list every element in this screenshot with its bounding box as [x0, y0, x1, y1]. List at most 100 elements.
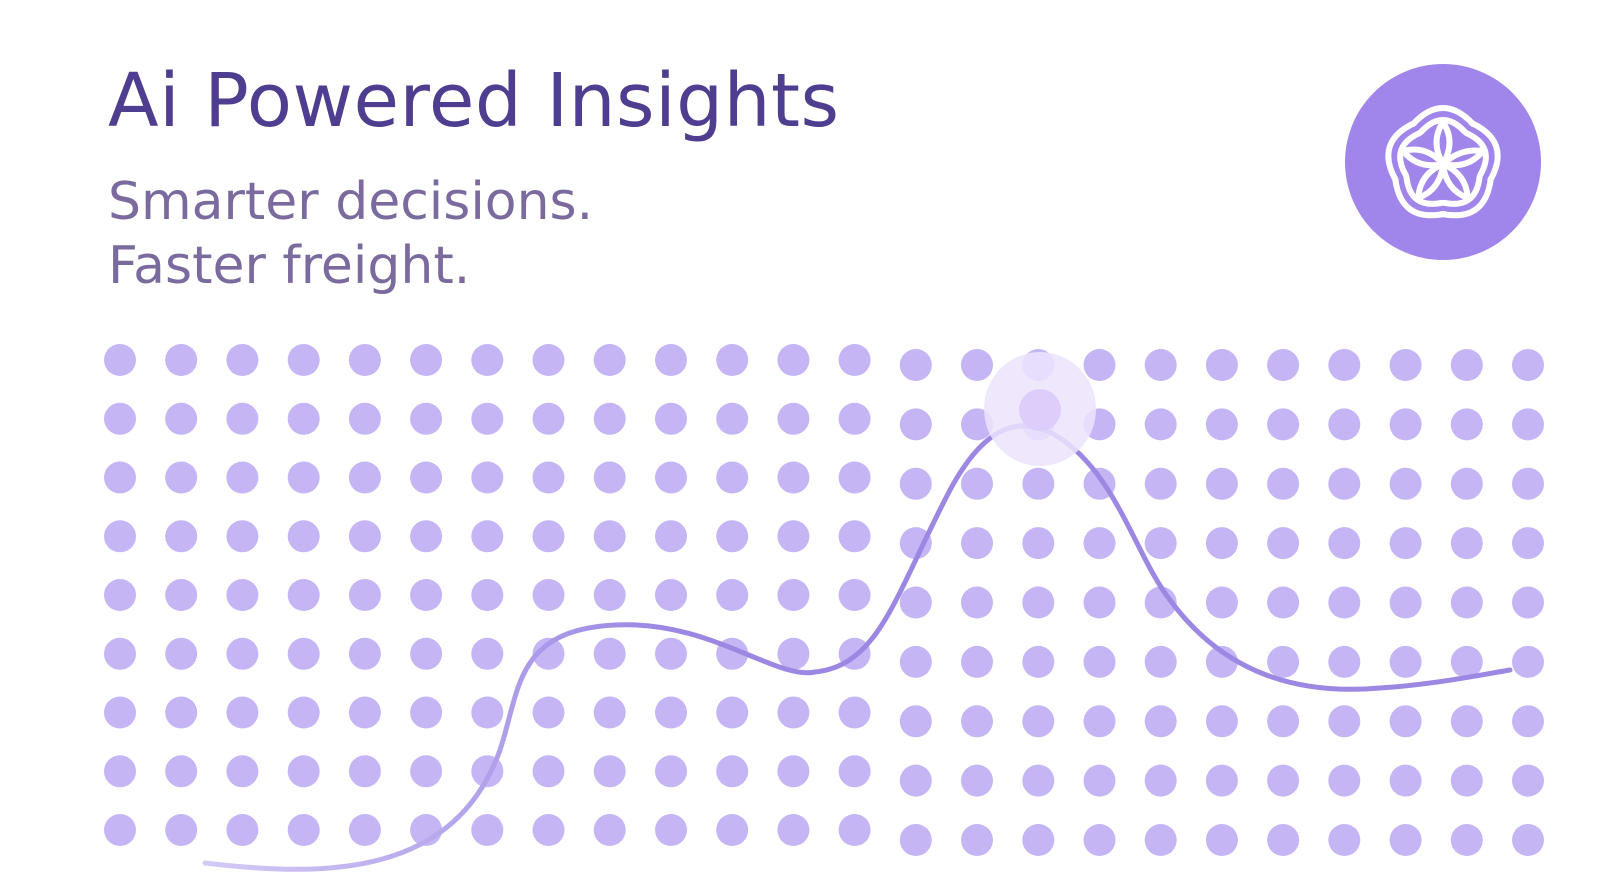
grid-dot: [410, 520, 443, 553]
grid-dot: [838, 755, 871, 788]
grid-dot: [777, 814, 810, 846]
grid-dot: [899, 764, 932, 797]
grid-dot: [899, 349, 932, 381]
grid-dot: [1450, 408, 1483, 441]
grid-dot: [348, 461, 381, 494]
grid-dot: [165, 637, 198, 670]
dot-grid: [104, 344, 1544, 856]
insights-visualization: [104, 344, 1544, 872]
grid-dot: [899, 527, 932, 560]
grid-dot: [287, 461, 320, 494]
grid-dot: [1450, 349, 1483, 381]
grid-dot: [1450, 824, 1483, 856]
grid-dot: [655, 814, 687, 846]
grid-dot: [716, 520, 749, 553]
grid-dot: [1022, 764, 1055, 797]
grid-dot: [1205, 408, 1238, 441]
grid-dot: [1267, 408, 1300, 441]
grid-dot: [777, 579, 810, 611]
grid-dot: [104, 402, 136, 435]
grid-dot: [961, 349, 993, 381]
grid-dot: [287, 520, 320, 553]
grid-dot: [777, 520, 810, 553]
grid-dot: [104, 579, 136, 611]
grid-dot: [961, 824, 993, 856]
grid-dot: [287, 579, 320, 611]
grid-dot: [593, 696, 626, 729]
grid-dot: [410, 579, 443, 611]
grid-dot: [1083, 764, 1116, 797]
grid-dot: [716, 814, 749, 846]
grid-dot: [1083, 527, 1116, 560]
grid-dot: [348, 344, 381, 376]
grid-dot: [410, 402, 443, 435]
grid-dot: [1267, 764, 1300, 797]
grid-dot: [1267, 467, 1300, 500]
grid-dot: [165, 814, 198, 846]
grid-dot: [348, 579, 381, 611]
grid-dot: [287, 696, 320, 729]
grid-dot: [287, 637, 320, 670]
grid-dot: [655, 579, 687, 611]
grid-dot: [471, 402, 504, 435]
grid-dot: [471, 461, 504, 494]
grid-dot: [226, 814, 259, 846]
grid-dot: [226, 344, 259, 376]
grid-dot: [1022, 645, 1055, 678]
grid-dot: [471, 520, 504, 553]
grid-dot: [1144, 705, 1177, 738]
grid-dot: [287, 814, 320, 846]
grid-dot: [104, 696, 136, 729]
grid-dot: [1267, 824, 1300, 856]
grid-dot: [593, 520, 626, 553]
lotus-flower-icon: [1385, 105, 1501, 219]
tagline-line-1: Smarter decisions.: [108, 172, 594, 232]
grid-dot: [226, 579, 259, 611]
grid-dot: [1328, 645, 1361, 678]
grid-dot: [532, 344, 565, 376]
grid-dot: [1267, 586, 1300, 619]
grid-dot: [1512, 645, 1544, 678]
grid-dot: [1022, 824, 1055, 856]
grid-dot: [1205, 467, 1238, 500]
grid-dot: [287, 755, 320, 788]
grid-dot: [1389, 586, 1422, 619]
grid-dot: [1144, 645, 1177, 678]
brand-logo: [1345, 64, 1541, 260]
grid-dot: [1328, 824, 1361, 856]
grid-dot: [1389, 408, 1422, 441]
tagline-line-2: Faster freight.: [108, 236, 471, 296]
grid-dot: [593, 814, 626, 846]
grid-dot: [226, 520, 259, 553]
grid-dot: [1205, 705, 1238, 738]
grid-dot: [165, 755, 198, 788]
grid-dot: [777, 696, 810, 729]
grid-dot: [104, 637, 136, 670]
grid-dot: [348, 637, 381, 670]
grid-dot: [716, 696, 749, 729]
grid-dot: [1512, 527, 1544, 560]
grid-dot: [532, 755, 565, 788]
grid-dot: [838, 696, 871, 729]
grid-dot: [1267, 349, 1300, 381]
grid-dot: [1267, 527, 1300, 560]
grid-dot: [961, 645, 993, 678]
grid-dot: [348, 520, 381, 553]
grid-dot: [1512, 467, 1544, 500]
grid-dot: [226, 696, 259, 729]
grid-dot: [899, 586, 932, 619]
tagline: Smarter decisions. Faster freight.: [108, 170, 593, 298]
grid-dot: [532, 461, 565, 494]
grid-dot: [1267, 705, 1300, 738]
grid-dot: [777, 755, 810, 788]
grid-dot: [716, 579, 749, 611]
grid-dot: [287, 402, 320, 435]
grid-dot: [1328, 705, 1361, 738]
grid-dot: [1205, 527, 1238, 560]
page-title: Ai Powered Insights: [108, 58, 840, 144]
grid-dot: [838, 461, 871, 494]
grid-dot: [471, 696, 504, 729]
grid-dot: [655, 520, 687, 553]
grid-dot: [716, 461, 749, 494]
grid-dot: [1512, 586, 1544, 619]
